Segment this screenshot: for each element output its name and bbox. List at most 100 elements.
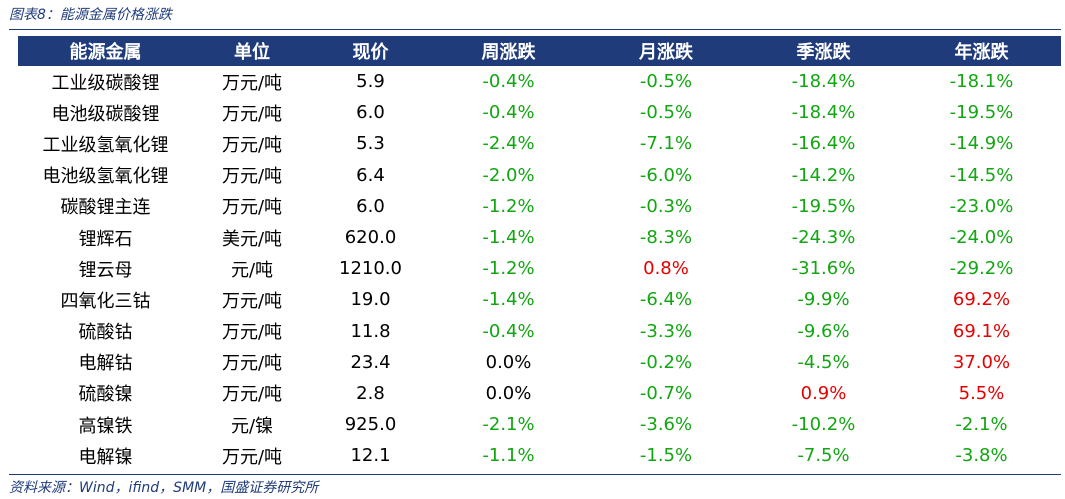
cell-quarter-change: -4.5%	[797, 351, 850, 373]
table-row: 电解镍 万元/吨 12.1 -1.1% -1.5% -7.5% -3.8%	[18, 440, 1061, 471]
cell-quarter-change: -18.4%	[791, 71, 856, 93]
col-header-year-change: 年涨跌	[902, 36, 1061, 66]
cell-week-change: -0.4%	[482, 320, 535, 342]
cell-metal-name: 锂辉石	[78, 228, 133, 250]
cell-current-price: 12.1	[350, 445, 391, 467]
energy-metal-price-table: 能源金属 单位 现价 周涨跌 月涨跌 季涨跌 年涨跌 工业级碳酸锂 万元/吨 5.9…	[18, 36, 1061, 471]
cell-quarter-change: -7.5%	[797, 445, 850, 467]
table-row: 工业级碳酸锂 万元/吨 5.9 -0.4% -0.5% -18.4% -18.1%	[18, 66, 1061, 97]
cell-year-change: -18.1%	[949, 71, 1014, 93]
cell-quarter-change: -24.3%	[791, 227, 856, 249]
cell-quarter-change: -31.6%	[791, 258, 856, 280]
cell-week-change: -1.4%	[482, 227, 535, 249]
cell-week-change: 0.0%	[485, 382, 532, 404]
table-row: 锂辉石 美元/吨 620.0 -1.4% -8.3% -24.3% -24.0%	[18, 222, 1061, 253]
cell-metal-name: 碳酸锂主连	[60, 197, 151, 219]
table-row: 电池级氢氧化锂 万元/吨 6.4 -2.0% -6.0% -14.2% -14.5%	[18, 160, 1061, 191]
col-header-quarter-change: 季涨跌	[745, 36, 902, 66]
cell-unit: 万元/吨	[221, 197, 283, 219]
cell-quarter-change: -19.5%	[791, 195, 856, 217]
cell-metal-name: 工业级氢氧化锂	[42, 134, 169, 156]
cell-unit: 万元/吨	[221, 166, 283, 188]
table-row: 工业级氢氧化锂 万元/吨 5.3 -2.4% -7.1% -16.4% -14.9%	[18, 128, 1061, 159]
cell-metal-name: 四氧化三钴	[60, 290, 151, 312]
col-header-price: 现价	[311, 36, 430, 66]
cell-metal-name: 电解钴	[78, 353, 133, 375]
cell-week-change: -1.1%	[482, 445, 535, 467]
cell-month-change: -3.3%	[639, 320, 693, 342]
table-row: 硫酸钴 万元/吨 11.8 -0.4% -3.3% -9.6% 69.1%	[18, 316, 1061, 347]
cell-year-change: -2.1%	[955, 414, 1008, 436]
top-divider	[9, 29, 1061, 30]
cell-metal-name: 高镍铁	[78, 415, 133, 437]
cell-current-price: 6.4	[356, 164, 385, 186]
cell-year-change: -14.9%	[949, 133, 1014, 155]
cell-unit: 万元/吨	[221, 384, 283, 406]
cell-year-change: 69.1%	[952, 320, 1011, 342]
table-row: 电解钴 万元/吨 23.4 0.0% -0.2% -4.5% 37.0%	[18, 347, 1061, 378]
cell-week-change: -2.1%	[482, 414, 535, 436]
cell-quarter-change: 0.9%	[800, 382, 847, 404]
cell-month-change: -3.6%	[639, 414, 693, 436]
cell-current-price: 1210.0	[339, 258, 402, 280]
cell-metal-name: 硫酸镍	[78, 384, 133, 406]
cell-week-change: -2.0%	[482, 164, 535, 186]
cell-year-change: -29.2%	[949, 258, 1014, 280]
col-header-month-change: 月涨跌	[587, 36, 745, 66]
col-header-metal: 能源金属	[18, 36, 193, 66]
cell-unit: 万元/吨	[221, 72, 283, 94]
cell-week-change: -1.2%	[482, 258, 535, 280]
table-row: 碳酸锂主连 万元/吨 6.0 -1.2% -0.3% -19.5% -23.0%	[18, 191, 1061, 222]
col-header-week-change: 周涨跌	[430, 36, 587, 66]
cell-quarter-change: -16.4%	[791, 133, 856, 155]
table-row: 高镍铁 元/镍 925.0 -2.1% -3.6% -10.2% -2.1%	[18, 409, 1061, 440]
table-header-row: 能源金属 单位 现价 周涨跌 月涨跌 季涨跌 年涨跌	[18, 36, 1061, 66]
cell-metal-name: 电解镍	[78, 446, 133, 468]
cell-month-change: -0.5%	[639, 102, 693, 124]
cell-quarter-change: -18.4%	[791, 102, 856, 124]
cell-unit: 万元/吨	[221, 353, 283, 375]
table-row: 四氧化三钴 万元/吨 19.0 -1.4% -6.4% -9.9% 69.2%	[18, 284, 1061, 315]
cell-year-change: -24.0%	[949, 227, 1014, 249]
cell-month-change: -0.7%	[639, 382, 693, 404]
cell-quarter-change: -14.2%	[791, 164, 856, 186]
cell-month-change: 0.8%	[643, 258, 689, 280]
source-note: 资料来源：Wind，ifind，SMM，国盛证券研究所	[9, 480, 319, 496]
cell-week-change: 0.0%	[485, 351, 532, 373]
cell-quarter-change: -9.6%	[797, 320, 850, 342]
cell-unit: 美元/吨	[221, 228, 283, 250]
cell-current-price: 23.4	[350, 351, 391, 373]
cell-current-price: 5.3	[356, 133, 385, 155]
cell-month-change: -1.5%	[639, 445, 693, 467]
cell-unit: 元/吨	[230, 259, 274, 281]
figure-title: 图表8：能源金属价格涨跌	[9, 7, 172, 23]
cell-quarter-change: -10.2%	[791, 414, 856, 436]
cell-week-change: -2.4%	[482, 133, 535, 155]
col-header-unit: 单位	[193, 36, 311, 66]
table-row: 硫酸镍 万元/吨 2.8 0.0% -0.7% 0.9% 5.5%	[18, 378, 1061, 409]
cell-week-change: -0.4%	[482, 102, 535, 124]
cell-month-change: -0.3%	[639, 195, 693, 217]
cell-metal-name: 锂云母	[78, 259, 133, 281]
cell-current-price: 6.0	[356, 195, 385, 217]
cell-current-price: 2.8	[356, 382, 385, 404]
cell-metal-name: 电池级氢氧化锂	[42, 166, 169, 188]
cell-unit: 万元/吨	[221, 290, 283, 312]
cell-month-change: -0.5%	[639, 71, 693, 93]
cell-year-change: 69.2%	[952, 289, 1011, 311]
cell-unit: 元/镍	[230, 415, 274, 437]
table-row: 电池级碳酸锂 万元/吨 6.0 -0.4% -0.5% -18.4% -19.5%	[18, 97, 1061, 128]
cell-current-price: 925.0	[344, 414, 397, 436]
bottom-divider	[9, 474, 1061, 475]
cell-week-change: -0.4%	[482, 71, 535, 93]
cell-year-change: -14.5%	[949, 164, 1014, 186]
cell-metal-name: 硫酸钴	[78, 322, 133, 344]
cell-metal-name: 电池级碳酸锂	[51, 103, 160, 125]
cell-week-change: -1.4%	[482, 289, 535, 311]
cell-month-change: -0.2%	[639, 351, 693, 373]
cell-unit: 万元/吨	[221, 134, 283, 156]
cell-year-change: 5.5%	[958, 382, 1005, 404]
cell-unit: 万元/吨	[221, 446, 283, 468]
cell-week-change: -1.2%	[482, 195, 535, 217]
table-row: 锂云母 元/吨 1210.0 -1.2% 0.8% -31.6% -29.2%	[18, 253, 1061, 284]
